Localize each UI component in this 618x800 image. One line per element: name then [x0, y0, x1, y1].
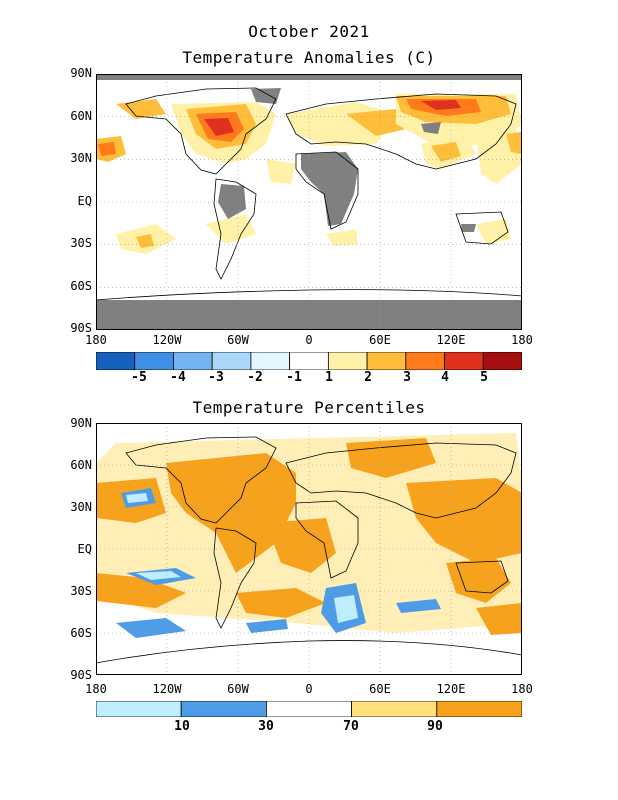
legend-label: -1	[286, 370, 302, 385]
lon-label: 120W	[152, 682, 182, 696]
lon-label: 120E	[436, 682, 466, 696]
lat-label: 30S	[70, 584, 92, 598]
legend-label: 2	[364, 370, 372, 385]
legend-swatch	[250, 352, 291, 370]
lat-label: 30S	[70, 236, 92, 250]
legend-label: -4	[170, 370, 186, 385]
legend-swatch	[444, 352, 484, 370]
legend-swatch	[134, 352, 174, 370]
legend-swatch	[180, 701, 267, 717]
lon-label: 0	[305, 682, 313, 696]
legend-label: 70	[343, 719, 359, 734]
legend-swatch	[405, 352, 445, 370]
lon-label: 180	[85, 333, 107, 347]
cold-patches	[116, 488, 441, 638]
lat-label: 30N	[70, 500, 92, 514]
lat-label: 90N	[70, 66, 92, 80]
lat-label: 90S	[70, 321, 92, 335]
legend-swatch	[211, 352, 252, 370]
legend-label: 3	[403, 370, 411, 385]
legend-swatch	[289, 352, 329, 370]
legend-swatch	[351, 701, 438, 717]
legend-swatch	[327, 352, 368, 370]
legend-label: -5	[131, 370, 147, 385]
month-title: October 2021	[248, 22, 370, 41]
legend-swatch	[436, 701, 522, 717]
anomaly-map-title: Temperature Anomalies (C)	[182, 48, 436, 67]
lon-label: 60E	[369, 333, 391, 347]
lon-label: 60E	[369, 682, 391, 696]
legend-swatch	[482, 352, 522, 370]
lon-label: 180	[85, 682, 107, 696]
legend-label: -2	[247, 370, 263, 385]
anomaly-patches	[96, 94, 522, 254]
legend-label: 10	[174, 719, 190, 734]
anomaly-legend	[96, 352, 522, 370]
legend-label: 5	[480, 370, 488, 385]
lon-label: 60W	[227, 333, 249, 347]
lon-label: 180	[511, 682, 533, 696]
lon-label: 120W	[152, 333, 182, 347]
legend-label: -3	[208, 370, 224, 385]
legend-label: 1	[325, 370, 333, 385]
percentile-map	[96, 423, 522, 675]
legend-swatch	[96, 701, 182, 717]
lat-label: 60S	[70, 279, 92, 293]
legend-swatch	[265, 701, 352, 717]
grid	[96, 74, 522, 330]
lon-label: 0	[305, 333, 313, 347]
anomaly-map	[96, 74, 522, 330]
coastlines	[96, 436, 522, 664]
legend-label: 30	[258, 719, 274, 734]
lat-label: 30N	[70, 151, 92, 165]
legend-swatch	[173, 352, 213, 370]
lat-label: 60S	[70, 626, 92, 640]
missing-data-land	[218, 88, 476, 232]
legend-swatch	[366, 352, 407, 370]
lon-label: 60W	[227, 682, 249, 696]
lat-label: EQ	[77, 542, 92, 556]
lat-label: 90N	[70, 416, 92, 430]
lat-label: EQ	[77, 194, 92, 208]
lat-label: 90S	[70, 668, 92, 682]
grid	[96, 423, 522, 675]
legend-label: 4	[441, 370, 449, 385]
lon-label: 180	[511, 333, 533, 347]
legend-swatch	[96, 352, 136, 370]
percentile-map-title: Temperature Percentiles	[192, 398, 426, 417]
percentile-legend	[96, 701, 522, 717]
lat-label: 60N	[70, 109, 92, 123]
legend-label: 90	[427, 719, 443, 734]
lon-label: 120E	[436, 333, 466, 347]
lat-label: 60N	[70, 458, 92, 472]
missing-data-band-north	[96, 74, 522, 80]
